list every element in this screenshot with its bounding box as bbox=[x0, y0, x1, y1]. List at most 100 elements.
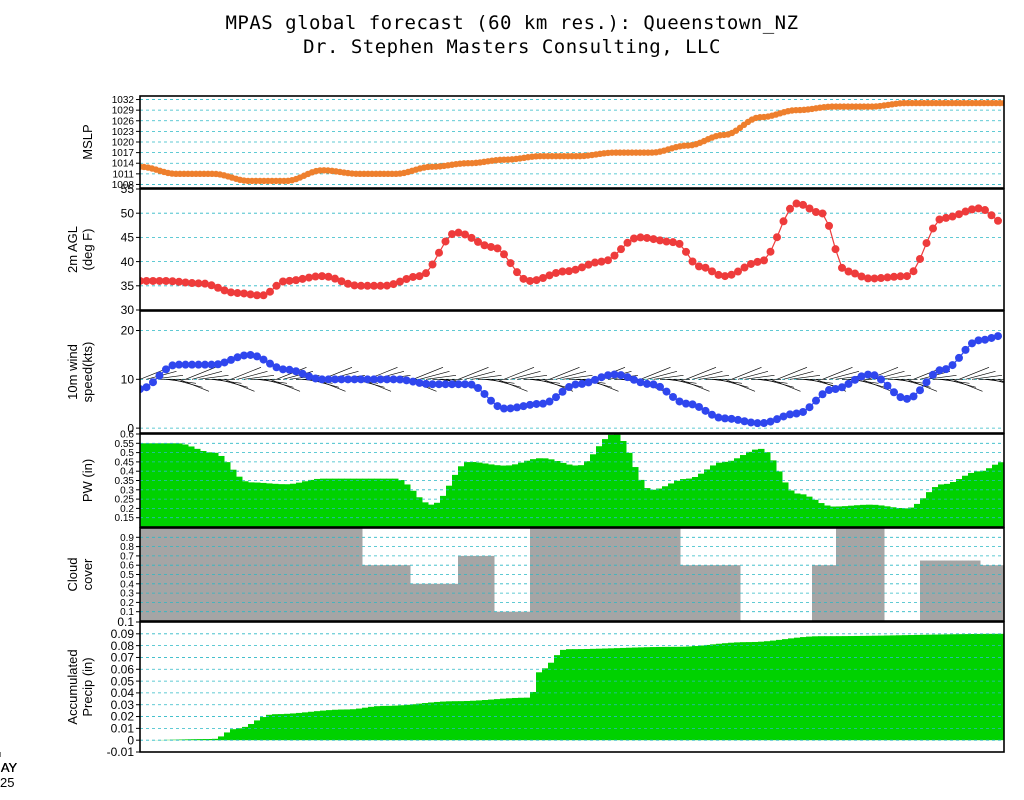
bar-pw bbox=[896, 508, 903, 527]
data-point-wind bbox=[903, 394, 911, 403]
data-point-wind bbox=[201, 360, 209, 369]
panel-precip: -0.0100.010.020.030.040.050.060.070.080.… bbox=[65, 615, 1005, 759]
data-point-wind bbox=[376, 375, 385, 384]
data-point-temp bbox=[233, 289, 242, 298]
data-point-temp bbox=[760, 256, 768, 265]
bar-pw bbox=[950, 482, 957, 527]
bar-precip bbox=[896, 635, 903, 741]
wind-barb bbox=[724, 379, 756, 392]
data-point-temp bbox=[838, 263, 846, 272]
wind-barb bbox=[776, 367, 808, 380]
data-point-temp bbox=[428, 260, 437, 269]
bar-precip bbox=[302, 712, 309, 741]
data-point-wind bbox=[383, 375, 391, 384]
bar-pw bbox=[920, 498, 927, 527]
bar-precip bbox=[488, 699, 495, 741]
bar-cloud bbox=[734, 565, 741, 621]
wind-barb bbox=[679, 379, 710, 392]
ytick-label-precip: 0.08 bbox=[111, 639, 135, 653]
bar-precip bbox=[470, 700, 477, 741]
bar-precip bbox=[812, 636, 819, 741]
bar-pw bbox=[806, 496, 813, 527]
bar-pw bbox=[278, 484, 285, 527]
data-point-temp bbox=[896, 272, 905, 281]
bar-precip bbox=[452, 701, 459, 741]
data-point-temp bbox=[532, 276, 541, 285]
bar-precip bbox=[602, 648, 609, 741]
data-point-wind bbox=[402, 376, 411, 385]
data-point-wind bbox=[734, 415, 742, 424]
xtick-label: 6MAY bbox=[0, 760, 18, 775]
bar-cloud bbox=[626, 528, 633, 621]
wind-barb bbox=[224, 379, 255, 392]
bar-precip bbox=[224, 732, 231, 741]
wind-barb bbox=[562, 375, 593, 380]
bar-precip bbox=[794, 637, 801, 741]
bar-cloud bbox=[704, 565, 711, 621]
data-point-temp bbox=[435, 248, 443, 257]
ytick-label-pw: 0.6 bbox=[120, 430, 134, 441]
bar-pw bbox=[410, 490, 417, 527]
bar-precip bbox=[536, 672, 543, 741]
ytick-label-mslp: 1032 bbox=[112, 95, 135, 106]
panel-wind: 0 10 20 10m wind speed(kts) bbox=[65, 310, 1005, 435]
bar-precip bbox=[632, 647, 639, 741]
data-point-wind bbox=[766, 417, 775, 426]
data-point-temp bbox=[942, 213, 950, 222]
data-point-wind bbox=[389, 375, 398, 384]
bar-pw bbox=[194, 448, 201, 527]
data-point-wind bbox=[311, 374, 320, 383]
data-point-temp bbox=[155, 276, 164, 285]
data-point-wind bbox=[916, 386, 924, 395]
bar-pw bbox=[938, 484, 945, 527]
data-point-temp bbox=[363, 281, 372, 290]
data-point-temp bbox=[344, 279, 352, 288]
data-point-temp bbox=[506, 259, 515, 268]
bar-precip bbox=[218, 736, 225, 741]
data-point-wind bbox=[532, 399, 541, 408]
data-point-wind bbox=[662, 387, 671, 396]
data-point-temp bbox=[415, 272, 424, 281]
data-point-wind bbox=[955, 353, 963, 362]
data-point-wind bbox=[870, 371, 879, 380]
data-point-temp bbox=[597, 257, 606, 266]
bar-precip bbox=[902, 635, 909, 741]
data-point-wind bbox=[825, 386, 833, 395]
wind-barb bbox=[965, 371, 996, 380]
wind-barb bbox=[971, 375, 1003, 380]
bar-pw bbox=[656, 488, 663, 527]
bar-precip bbox=[974, 633, 981, 741]
data-point-wind bbox=[688, 400, 697, 409]
bar-pw bbox=[830, 506, 837, 527]
bar-precip bbox=[566, 649, 573, 741]
data-point-wind bbox=[714, 413, 723, 422]
data-point-temp bbox=[669, 238, 677, 247]
bar-precip bbox=[368, 706, 375, 741]
data-point-wind bbox=[565, 383, 573, 392]
bar-cloud bbox=[608, 528, 615, 621]
bar-pw bbox=[398, 480, 405, 527]
bar-pw bbox=[254, 482, 261, 527]
data-point-temp bbox=[331, 274, 339, 283]
bar-pw bbox=[476, 462, 483, 527]
data-point-wind bbox=[207, 360, 216, 369]
bar-pw bbox=[956, 479, 963, 527]
data-point-temp bbox=[649, 235, 658, 244]
bar-cloud bbox=[350, 528, 357, 621]
bar-cloud bbox=[680, 565, 687, 621]
bar-precip bbox=[308, 711, 315, 741]
bar-pw bbox=[362, 478, 369, 527]
bar-precip bbox=[410, 704, 417, 741]
data-point-wind bbox=[487, 396, 495, 405]
data-point-temp bbox=[903, 272, 911, 281]
data-point-wind bbox=[539, 399, 547, 408]
ytick-label-precip: 0 bbox=[127, 733, 134, 747]
data-point-wind bbox=[142, 383, 151, 392]
bar-precip bbox=[938, 634, 945, 741]
data-point-wind bbox=[272, 363, 281, 372]
data-point-wind bbox=[558, 387, 567, 396]
bar-precip bbox=[404, 704, 411, 741]
data-point-wind bbox=[877, 375, 885, 384]
data-point-temp bbox=[266, 287, 274, 296]
ytick-label-mslp: 1020 bbox=[112, 138, 135, 149]
